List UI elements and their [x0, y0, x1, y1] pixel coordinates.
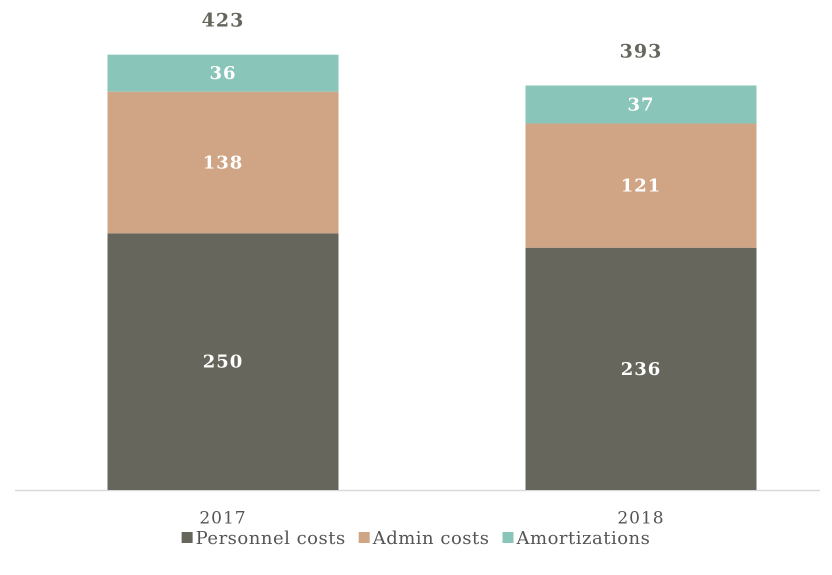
legend-label: Admin costs [372, 528, 490, 549]
x-tick-label: 2018 [617, 509, 664, 529]
segment-label: 250 [203, 352, 244, 373]
legend-label: Personnel costs [196, 528, 346, 549]
segment-label: 236 [621, 359, 662, 380]
bar-segment [107, 91, 339, 234]
legend-swatch [358, 532, 370, 543]
total-label: 393 [620, 40, 663, 62]
segment-label: 138 [203, 152, 244, 173]
segment-label: 37 [627, 94, 654, 115]
legend-swatch [181, 532, 193, 543]
bar-segment [525, 123, 757, 248]
bar-segment [525, 247, 757, 490]
legend-label: Amortizations [516, 528, 651, 549]
total-label: 423 [202, 10, 245, 32]
segment-label: 36 [209, 63, 236, 84]
bar-segment [107, 54, 339, 92]
bar-segment [525, 85, 757, 124]
bar-segment [107, 233, 339, 491]
legend-swatch [502, 532, 514, 543]
x-tick-label: 2017 [199, 509, 246, 529]
segment-label: 121 [621, 176, 662, 197]
